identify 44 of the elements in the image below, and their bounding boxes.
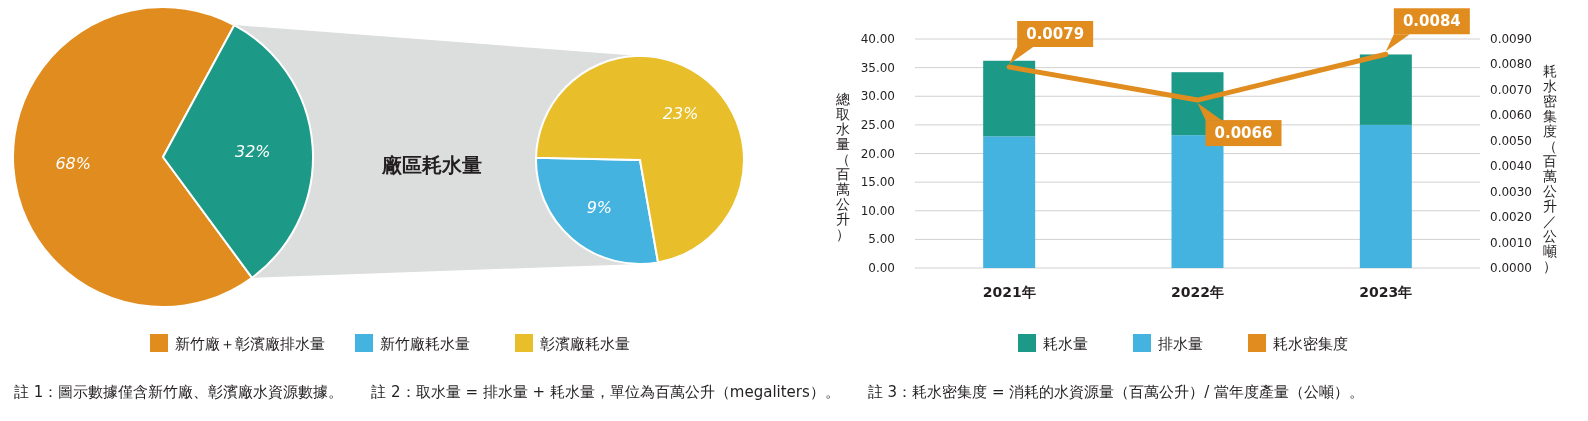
data-label: 68% (55, 154, 91, 174)
y-tick-label: 25.00 (860, 117, 895, 132)
text: 註 3：耗水密集度 = 消耗的水資源量（百萬公升）/ 當年度產量（公噸）。 (867, 383, 1365, 401)
legend-label: 彰濱廠耗水量 (540, 335, 630, 353)
x-tick-label: 2022年 (1171, 284, 1224, 300)
data-label: 23% (662, 103, 699, 123)
text: 註 1：圖示數據僅含新竹廠、彰濱廠水資源數據。 (14, 383, 344, 401)
y2-tick-label: 0.0010 (1490, 235, 1532, 250)
legend-label: 耗水量 (1043, 335, 1088, 353)
y2-tick-label: 0.0070 (1490, 82, 1532, 97)
data-label: 0.0079 (1026, 24, 1085, 43)
text: 總取水量（百萬公升） (836, 91, 850, 242)
y-tick-label: 20.00 (860, 146, 895, 161)
y-tick-label: 5.00 (868, 232, 895, 247)
text: 耗水密集度（百萬公升／公噸） (1543, 63, 1557, 274)
data-label: 0.0084 (1402, 12, 1461, 31)
y-tick-label: 0.00 (868, 261, 895, 275)
y-tick-label: 30.00 (860, 89, 895, 104)
x-tick-label: 2023年 (1359, 284, 1413, 300)
text: 註 2：取水量 = 排水量 + 耗水量，單位為百萬公升（megaliters）。 (371, 383, 840, 401)
y-tick-label: 15.00 (860, 175, 895, 190)
y-tick-label: 40.00 (860, 32, 895, 46)
picture-callout: 0.0066 (1197, 103, 1282, 147)
y2-tick-label: 0.0030 (1490, 184, 1532, 199)
text: 廠區耗水量 (381, 153, 482, 177)
y-tick-label: 10.00 (860, 203, 895, 218)
y2-tick-label: 0.0020 (1490, 210, 1532, 225)
legend-label: 新竹廠耗水量 (380, 335, 470, 353)
y-tick-label: 35.00 (860, 60, 895, 75)
legend-label: 排水量 (1158, 335, 1203, 353)
data-label: 9% (586, 198, 613, 218)
y2-tick-label: 0.0050 (1490, 133, 1532, 148)
picture-callout: 0.0079 (1009, 21, 1094, 64)
x-tick-label: 2021年 (982, 284, 1036, 300)
y2-tick-label: 0.0040 (1490, 159, 1532, 174)
data-label: 0.0066 (1214, 124, 1273, 143)
y2-tick-label: 0.0090 (1490, 32, 1532, 46)
data-label: 32% (235, 141, 271, 161)
y2-tick-label: 0.0000 (1490, 261, 1532, 275)
y2-tick-label: 0.0060 (1490, 108, 1532, 123)
y2-tick-label: 0.0080 (1490, 57, 1532, 72)
picture-callout: 0.0084 (1385, 8, 1470, 52)
legend-label: 新竹廠＋彰濱廠排水量 (175, 335, 325, 353)
legend-label: 耗水密集度 (1273, 335, 1348, 353)
